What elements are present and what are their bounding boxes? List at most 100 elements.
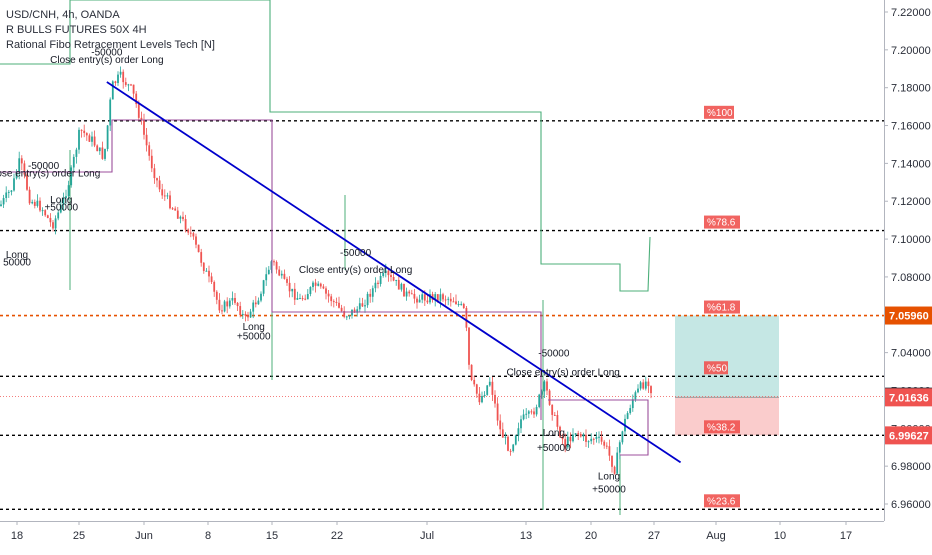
stop-level-line	[0, 119, 465, 313]
candle-body	[140, 117, 143, 121]
trade-annotation-label: -50000	[340, 248, 372, 259]
fib-level-tag-bg	[704, 300, 740, 314]
candle-body	[83, 130, 86, 134]
candle-body	[330, 296, 333, 302]
take-profit-zone[interactable]	[675, 315, 779, 398]
candle-body	[231, 297, 234, 301]
x-tick-label: 20	[585, 530, 597, 542]
candle-body	[423, 294, 426, 301]
trade-annotation-label: Close entry(s) order Long	[0, 169, 100, 180]
candle-body	[130, 84, 132, 86]
candle-body	[600, 436, 603, 442]
candle-body	[507, 436, 509, 451]
candle-body	[551, 404, 554, 415]
candle-body	[442, 294, 444, 300]
candle-body	[124, 82, 127, 85]
candle-body	[616, 452, 619, 474]
candle-body	[296, 298, 299, 300]
candle-body	[75, 149, 78, 157]
fib-level-tag: %23.6	[707, 496, 736, 507]
candle-body	[137, 104, 140, 118]
x-tick-label: 17	[840, 530, 852, 542]
candle-body	[535, 407, 538, 415]
candle-body	[556, 414, 559, 427]
candle-body	[10, 190, 13, 192]
candle-body	[387, 270, 390, 276]
symbol-title: USD/CNH, 4h, OANDA	[6, 9, 120, 21]
candle-body	[338, 302, 340, 308]
candle-body	[15, 172, 18, 179]
candle-body	[301, 298, 304, 300]
x-tick-label: 8	[205, 530, 211, 542]
candle-body	[390, 275, 392, 278]
candle-body	[434, 294, 437, 300]
candle-body	[179, 216, 182, 219]
candle-body	[54, 218, 57, 229]
candle-body	[514, 435, 517, 445]
candle-body	[403, 283, 405, 297]
fib-level-tag-bg	[704, 494, 740, 508]
x-tick-label: Jul	[420, 530, 434, 542]
candle-body	[332, 301, 335, 303]
candle-body	[65, 196, 67, 198]
candle-body	[421, 294, 424, 300]
candle-body	[460, 303, 463, 305]
candle-body	[397, 279, 400, 290]
candle-body	[647, 381, 650, 387]
candle-body	[598, 436, 600, 438]
candle-body	[304, 298, 307, 300]
candle-body	[314, 282, 317, 286]
candle-body	[590, 438, 593, 442]
candle-body	[117, 74, 119, 83]
candle-body	[429, 294, 431, 303]
candle-body	[41, 210, 44, 212]
x-tick-label: 10	[774, 530, 786, 542]
candle-body	[444, 299, 447, 301]
candle-body	[109, 99, 112, 126]
y-tick-label: 7.12000	[891, 196, 931, 208]
candle-body	[299, 298, 301, 300]
stop-level-line	[465, 311, 542, 420]
y-tick-label: 6.96000	[891, 499, 931, 511]
candle-body	[384, 270, 387, 273]
price-axis-badge	[885, 306, 932, 325]
candle-body	[187, 229, 190, 233]
candle-body	[509, 450, 512, 452]
candle-body	[7, 191, 10, 193]
candle-body	[257, 300, 260, 305]
candle-body	[538, 394, 541, 408]
candle-body	[356, 309, 359, 313]
candle-body	[93, 136, 96, 146]
candle-body	[517, 428, 520, 436]
candle-body	[462, 303, 465, 308]
candle-body	[218, 299, 221, 311]
trade-annotation-label: Close entry(s) order Long	[299, 265, 412, 276]
fib-level-tag: %61.8	[707, 303, 736, 314]
fib-level-tag: %100	[707, 108, 733, 119]
candle-body	[533, 411, 535, 415]
candle-body	[447, 298, 450, 300]
candle-body	[634, 392, 637, 400]
candle-body	[200, 252, 203, 263]
candle-body	[494, 394, 496, 404]
candle-body	[572, 434, 574, 442]
candle-body	[174, 208, 177, 211]
trade-annotation-label: +50000	[237, 331, 271, 342]
x-tick-label: 22	[331, 530, 343, 542]
candle-body	[439, 294, 442, 301]
trade-annotation-label: Close entry(s) order Long	[506, 367, 619, 378]
candle-body	[88, 135, 91, 142]
candle-body	[148, 145, 151, 156]
downtrend-line[interactable]	[106, 81, 682, 464]
candle-body	[254, 302, 257, 305]
candle-body	[348, 315, 351, 317]
candle-body	[236, 302, 239, 307]
x-tick-label: 15	[266, 530, 278, 542]
candle-body	[36, 200, 39, 206]
candle-body	[122, 71, 125, 83]
candle-body	[522, 414, 525, 420]
fib-level-tag: %50	[707, 363, 727, 374]
candle-body	[642, 382, 645, 389]
